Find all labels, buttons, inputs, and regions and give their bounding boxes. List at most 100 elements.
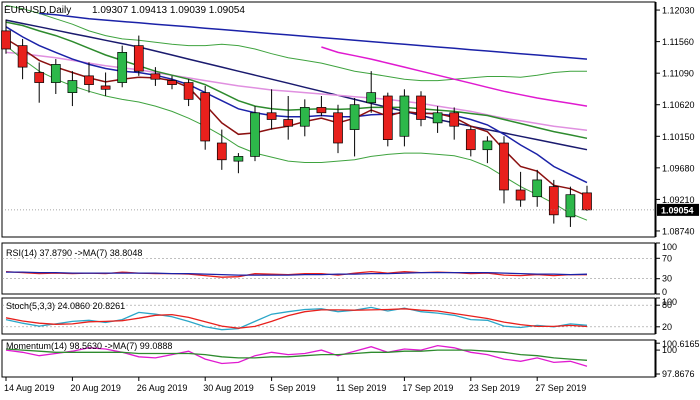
stoch-series-line	[5, 306, 588, 331]
candle-body	[532, 179, 543, 198]
candle	[515, 171, 526, 207]
candle	[416, 91, 426, 127]
rsi-tick-label: 30	[662, 274, 672, 284]
candle-body	[416, 95, 426, 120]
candle	[183, 79, 194, 107]
candle	[150, 67, 161, 86]
candle	[250, 106, 260, 162]
candle	[84, 62, 94, 93]
momentum-tick-label: 100	[662, 345, 677, 355]
candle	[333, 104, 343, 154]
current-price-tag	[657, 203, 699, 216]
candle-body	[67, 80, 78, 93]
candle	[233, 153, 244, 174]
main-indicator-lines	[5, 4, 588, 221]
momentum-series-line	[5, 348, 588, 361]
candle	[482, 136, 493, 164]
panel-frame-stoch	[1, 297, 656, 335]
oscillator-lines	[2, 257, 655, 367]
time-tick-label: 14 Aug 2019	[4, 383, 55, 393]
candle-body	[100, 85, 111, 90]
candle-body	[150, 73, 161, 80]
candle-body	[465, 129, 476, 151]
candle-body	[333, 112, 343, 144]
time-tick-label: 26 Aug 2019	[137, 383, 188, 393]
candle	[349, 98, 360, 157]
candle	[67, 71, 78, 107]
candle-body	[515, 189, 526, 201]
candle	[17, 38, 28, 80]
candle-body	[266, 112, 277, 120]
price-tick-label: 1.11560	[662, 37, 694, 47]
stoch-tick-label: 20	[662, 322, 672, 332]
rsi-tick-label: 70	[662, 253, 672, 263]
candle-body	[200, 92, 211, 142]
rsi-series-line	[6, 271, 588, 276]
ma-navy-line	[5, 19, 588, 151]
candle	[266, 89, 277, 130]
candle	[382, 92, 393, 147]
candle	[133, 35, 144, 76]
candle-body	[382, 95, 393, 140]
candle	[366, 71, 377, 113]
candle	[283, 96, 294, 140]
current-price-label: 1.09054	[661, 205, 694, 215]
ma-darkred-line	[5, 38, 588, 197]
candle	[465, 126, 476, 157]
candle	[499, 136, 509, 204]
bb-lower-line	[5, 45, 588, 221]
time-tick-label: 11 Sep 2019	[336, 383, 386, 393]
candle-body	[216, 142, 227, 161]
time-tick-label: 30 Aug 2019	[203, 383, 254, 393]
candle-body	[167, 80, 177, 85]
candle	[548, 179, 559, 224]
stoch-series-line	[5, 308, 588, 329]
price-tick-label: 1.12030	[662, 6, 695, 16]
candle-body	[349, 104, 360, 130]
candle	[449, 107, 460, 140]
candle-body	[34, 72, 45, 83]
rsi-tick-label: 100	[662, 242, 677, 252]
candle	[532, 169, 543, 207]
candle-body	[250, 112, 260, 157]
ma-pink-line	[5, 51, 588, 131]
candles	[1, 19, 592, 227]
time-tick-label: 27 Sep 2019	[535, 383, 586, 393]
price-tick-label: 1.09210	[662, 195, 695, 205]
price-tick-label: 1.11090	[662, 69, 694, 79]
price-axes: 1.12030 1.11560 1.11090 1.10620 1.10150 1.096…	[2, 6, 700, 379]
price-tick-label: 1.09680	[662, 163, 695, 173]
rsi-title: RSI(14) 37.8790 ->MA(7) 38.8048	[6, 248, 142, 258]
candle-body	[183, 82, 194, 100]
rsi-tick-label: 0	[662, 287, 667, 297]
candle-body	[499, 142, 509, 191]
candle	[117, 45, 128, 88]
time-tick-label: 23 Sep 2019	[469, 383, 520, 393]
candle	[299, 99, 310, 137]
candle	[316, 96, 327, 117]
candle	[100, 72, 111, 96]
candle-body	[399, 95, 410, 137]
candle-body	[299, 107, 310, 127]
momentum-title: Momentum(14) 98.5630 ->MA(7) 99.0888	[6, 341, 172, 351]
price-tick-label: 1.10150	[662, 132, 695, 142]
candle	[432, 106, 443, 133]
momentum-tick-label: 100.6165	[662, 339, 700, 349]
stoch-tick-label: 100	[662, 297, 677, 307]
candle-body	[582, 192, 592, 211]
time-tick-label: 20 Aug 2019	[70, 383, 121, 393]
candle-body	[432, 112, 443, 124]
candle	[399, 89, 410, 147]
candle-body	[50, 64, 61, 83]
symbol-label: EURUSD,Daily	[4, 5, 71, 16]
candle	[50, 59, 61, 94]
time-tick-label: 17 Sep 2019	[402, 383, 453, 393]
panel-frame-mom	[1, 339, 656, 378]
ohlc-values: 1.09307 1.09413 1.09039 1.09054	[92, 5, 245, 16]
candle-body	[482, 140, 493, 151]
momentum-series-line	[5, 344, 588, 367]
candle	[200, 85, 211, 150]
candle-body	[449, 112, 460, 127]
ma-magenta-line	[321, 46, 588, 107]
